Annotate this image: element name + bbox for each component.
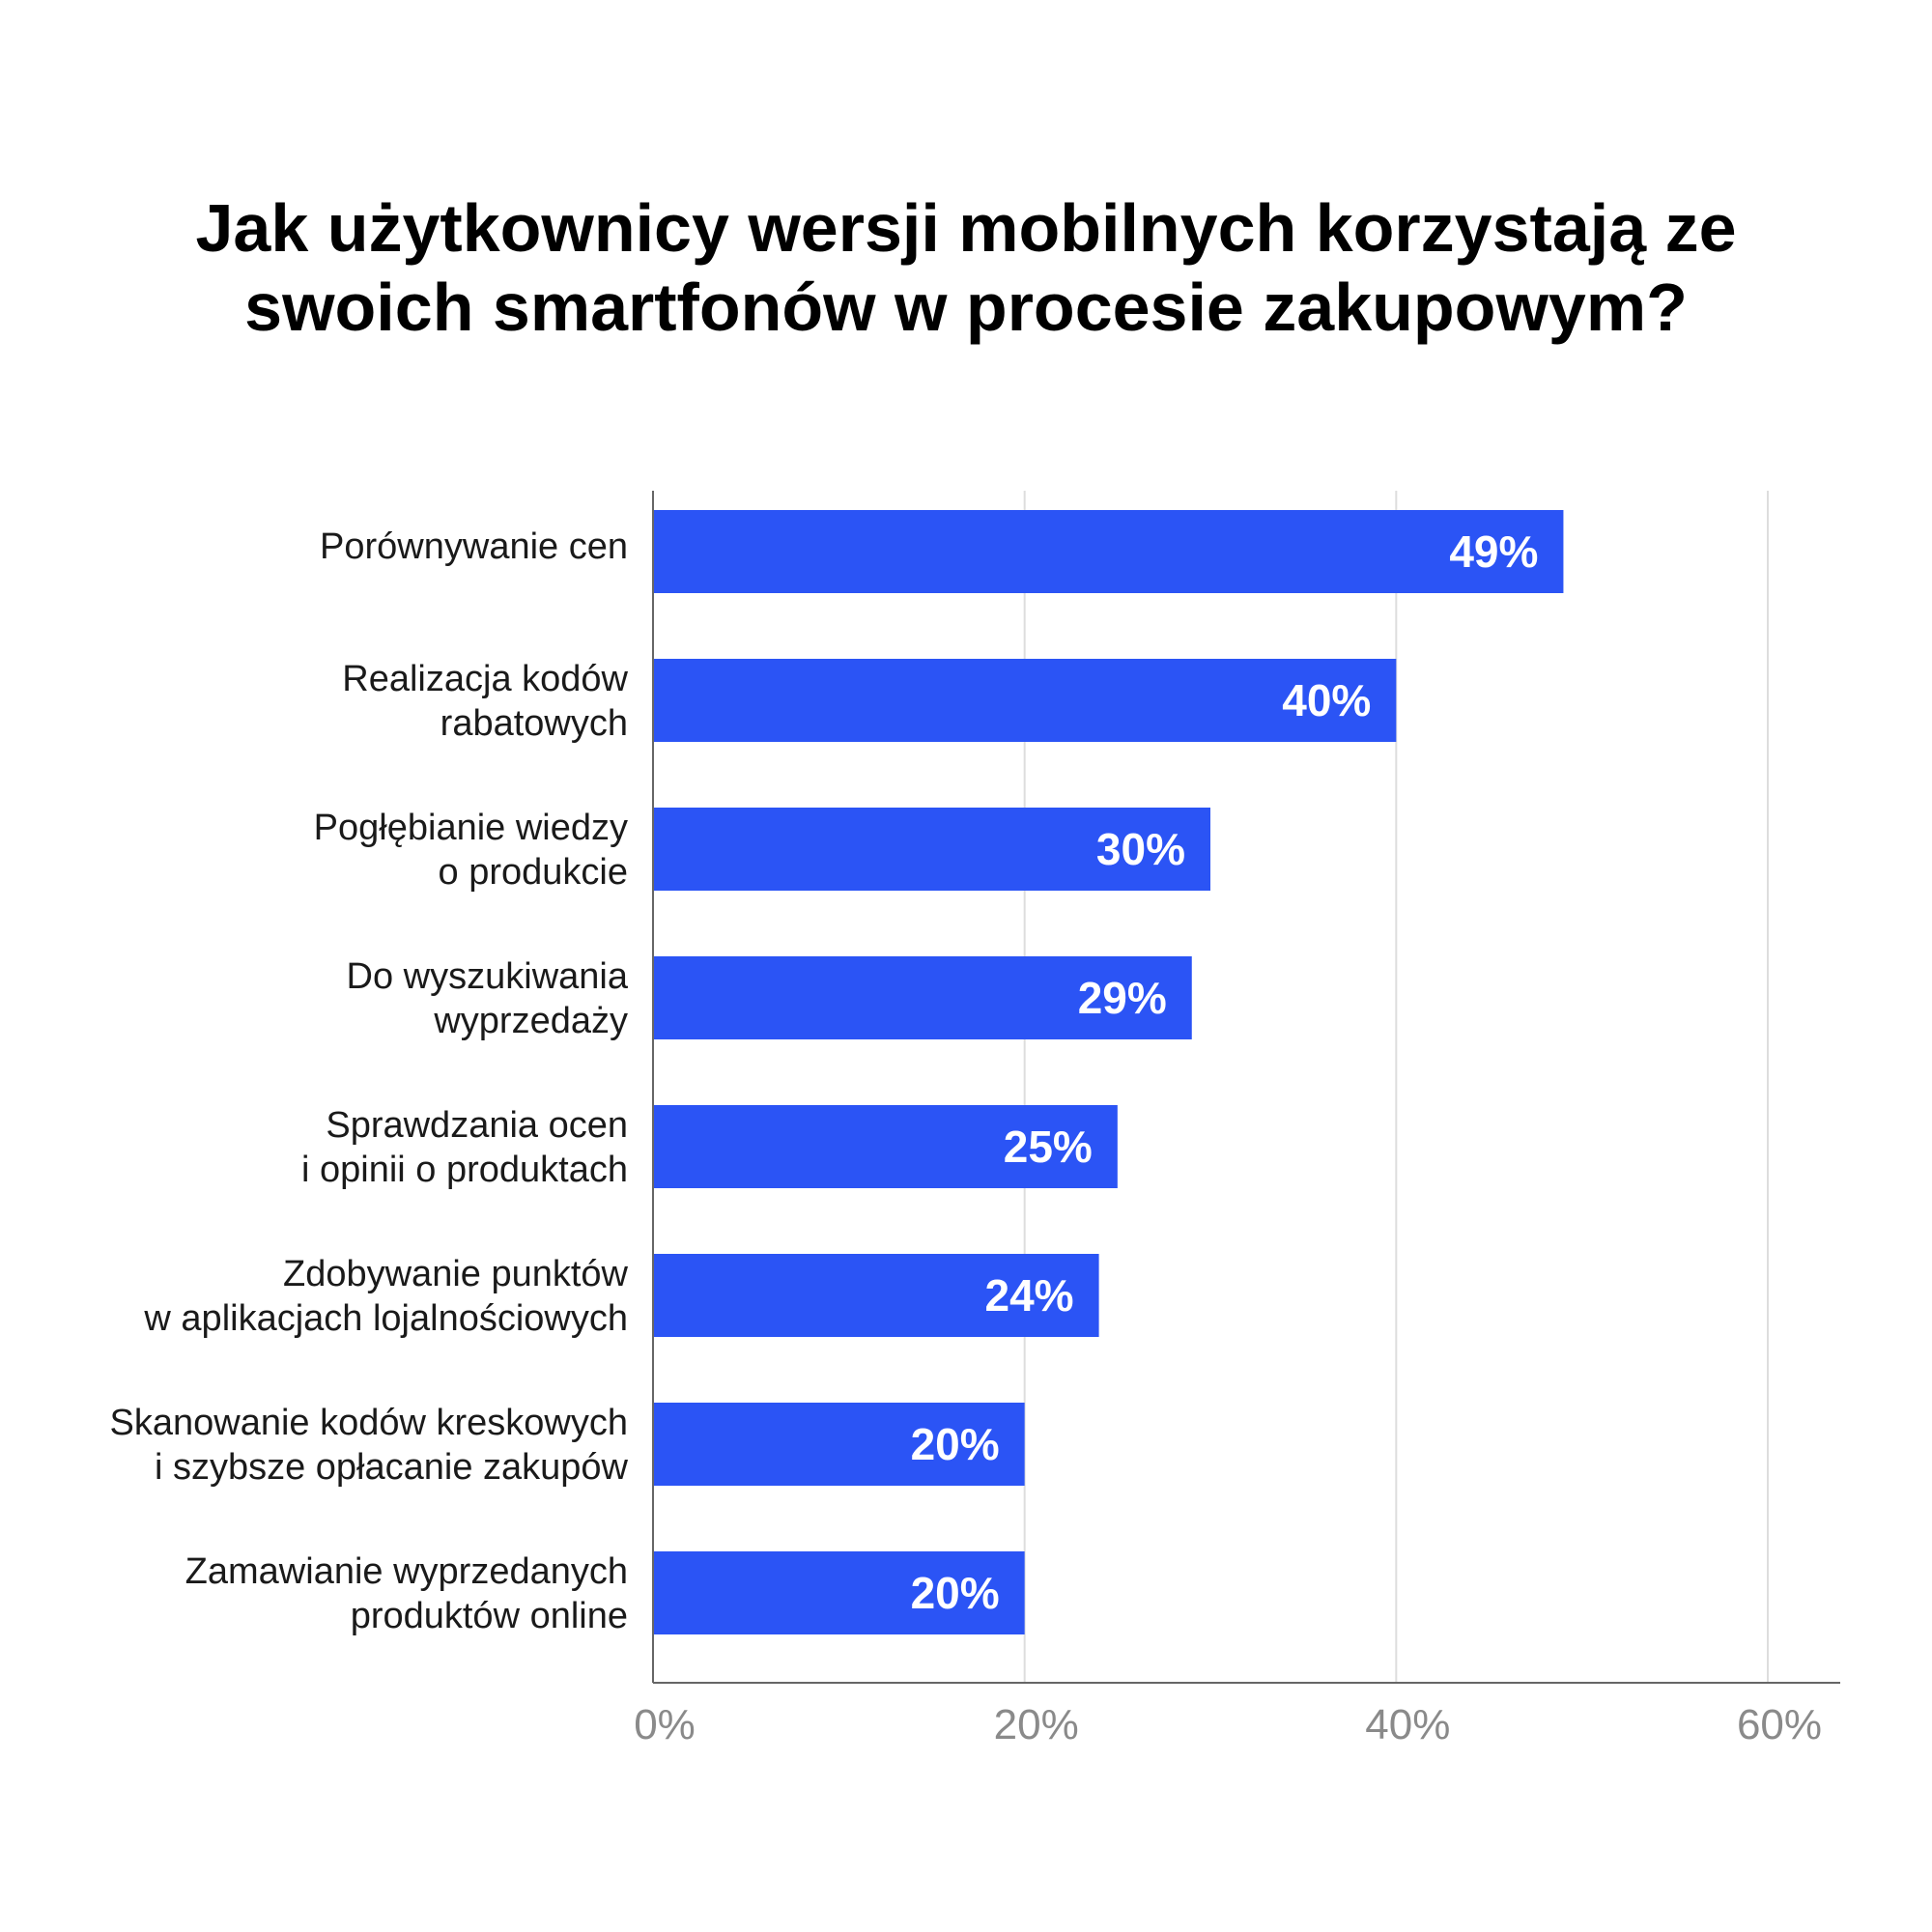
bar [653,1254,1099,1337]
category-label: produktów online [351,1596,628,1636]
bar [653,1403,1025,1486]
category-labels: Porównywanie cen Realizacja kodówrabatowy… [110,526,629,1636]
category-label: Sprawdzania ocen [326,1105,628,1146]
bar [653,510,1564,593]
chart-title-line: swoich smartfonów w procesie zakupowym? [244,270,1688,345]
bar-value-label: 30% [1096,824,1185,874]
x-tick-label: 0% [634,1701,696,1748]
category-label: i szybsze opłacanie zakupów [155,1447,629,1488]
category-label: w aplikacjach lojalnościowych [143,1298,628,1339]
bar [653,659,1397,742]
x-tick-label: 40% [1365,1701,1450,1748]
bar-value-label: 20% [911,1568,1000,1618]
category-label: Realizacja kodów [342,659,628,699]
bar-value-label: 24% [985,1270,1074,1321]
chart-title: Jak użytkownicy wersji mobilnych korzyst… [195,190,1736,345]
category-label: Zdobywanie punktów [283,1254,629,1294]
category-label: wyprzedaży [433,1001,628,1041]
bar [653,1105,1118,1188]
x-tick-labels: 0% 20% 40% 60% [634,1701,1822,1748]
bar-value-label: 20% [911,1419,1000,1469]
bar-value-label: 25% [1004,1122,1093,1172]
x-tick-label: 20% [994,1701,1079,1748]
category-label: i opinii o produktach [301,1150,628,1190]
axes [652,491,1840,1684]
category-label: Skanowanie kodów kreskowych [110,1403,629,1443]
category-label: Pogłębianie wiedzy [314,808,628,848]
category-label: Do wyszukiwania [347,956,629,997]
bar [653,808,1210,891]
x-tick-label: 60% [1737,1701,1822,1748]
bar [653,956,1192,1039]
bar-value-label: 40% [1282,675,1371,725]
bar-value-label: 49% [1449,526,1538,577]
category-label: rabatowych [440,703,628,744]
bar-value-label: 29% [1078,973,1167,1023]
bar [653,1551,1025,1634]
chart-title-line: Jak użytkownicy wersji mobilnych korzyst… [195,190,1736,266]
bars: 49% 40% 30% 29% 25% 24% 20% 20% [653,510,1564,1634]
category-label: o produkcie [439,852,628,893]
category-label: Porównywanie cen [320,526,628,567]
category-label: Zamawianie wyprzedanych [185,1551,628,1592]
